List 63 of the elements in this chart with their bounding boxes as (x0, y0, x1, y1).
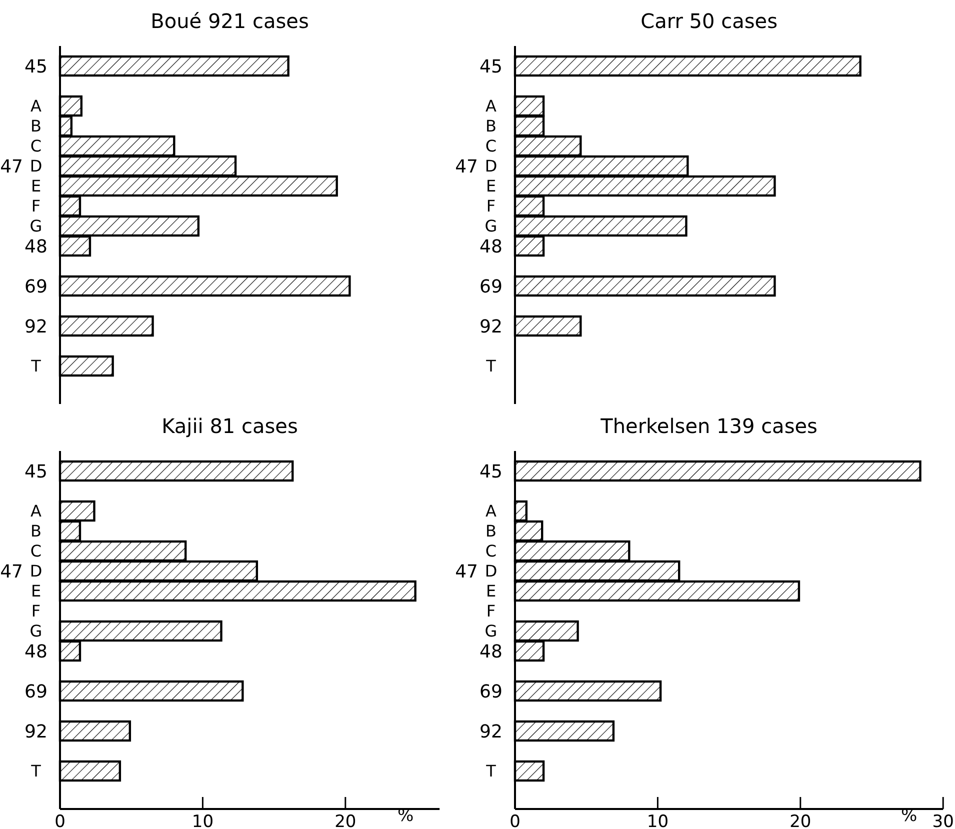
y-tick-label: G (30, 216, 42, 236)
chart-title: Therkelsen 139 cases (600, 414, 818, 438)
text: 47 (455, 561, 478, 582)
x-tick-label: 20 (790, 812, 812, 829)
y-tick-label: D (30, 562, 42, 581)
y-tick-label: C (485, 136, 497, 156)
y-tick-label: E (30, 582, 42, 601)
y-tick-label: E (486, 176, 496, 196)
y-tick-label: 45 (24, 461, 48, 482)
y-tick-label: F (31, 602, 41, 621)
y-tick-label: F (31, 196, 41, 216)
x-tick-label: 10 (646, 812, 669, 829)
y-tick-label: D (484, 562, 498, 581)
y-tick-label: 69 (24, 681, 48, 702)
y-tick-label: A (486, 502, 497, 521)
x-tick-label: 20 (334, 812, 356, 829)
y-tick-label: G (30, 622, 42, 641)
text: 47 (0, 156, 23, 178)
y-tick-label: 92 (480, 316, 502, 338)
y-tick-label: T (30, 762, 42, 781)
y-tick-label: B (486, 116, 496, 136)
x-tick-label: 0 (54, 812, 66, 829)
text: 47 (455, 156, 478, 178)
y-tick-label: 92 (24, 316, 48, 338)
y-tick-label: 69 (480, 681, 502, 702)
y-tick-label: T (30, 356, 42, 376)
y-tick-label: 92 (480, 721, 502, 742)
y-tick-label: 48 (24, 641, 48, 662)
chart-title: Carr 50 cases (640, 9, 778, 33)
y-tick-label: G (484, 622, 498, 641)
x-tick-label: 10 (192, 812, 214, 829)
y-tick-label: 45 (480, 56, 502, 78)
y-tick-label: A (30, 96, 42, 116)
x-tick-label: 0 (510, 812, 520, 829)
y-tick-label: 48 (24, 236, 48, 258)
y-tick-label: C (30, 136, 42, 156)
y-tick-label: B (30, 116, 42, 136)
y-tick-label: D (30, 156, 42, 176)
y-tick-label: C (30, 542, 42, 561)
y-tick-label: T (485, 762, 496, 781)
y-tick-label: A (30, 502, 42, 521)
chart-title: Boué 921 cases (150, 9, 309, 33)
y-tick-label: 69 (480, 276, 502, 298)
y-tick-label: B (30, 522, 42, 541)
y-tick-label: B (486, 522, 496, 541)
y-tick-label: E (486, 582, 496, 601)
y-tick-label: 48 (480, 236, 502, 258)
y-tick-label: C (485, 542, 497, 561)
y-tick-label: D (484, 156, 498, 176)
y-tick-label: 45 (24, 56, 48, 78)
y-tick-label: 69 (24, 276, 48, 298)
y-tick-label: 45 (480, 461, 502, 482)
y-tick-label: 48 (480, 641, 502, 662)
y-tick-label: 92 (24, 721, 48, 742)
y-tick-label: F (486, 602, 496, 621)
y-tick-label: A (486, 96, 497, 116)
y-tick-label: T (485, 356, 496, 376)
y-tick-label: E (30, 176, 42, 196)
y-tick-label: G (484, 216, 498, 236)
x-tick-label: 30 (932, 812, 954, 829)
y-tick-label: F (486, 196, 496, 216)
chart-title: Kajii 81 cases (162, 414, 298, 438)
text: 47 (0, 561, 23, 582)
